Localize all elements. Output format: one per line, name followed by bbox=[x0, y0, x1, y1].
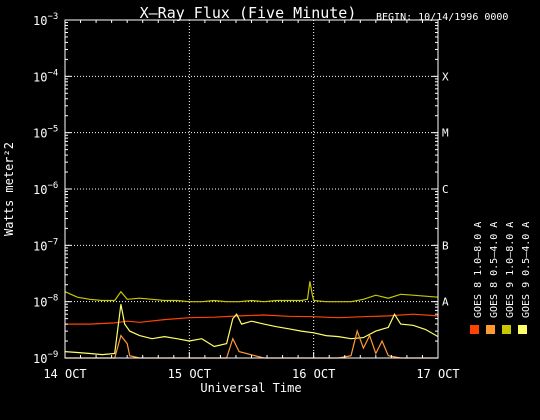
x-tick-label: 14 OCT bbox=[43, 367, 86, 381]
legend-label: GOES 8 1.0–8.0 A bbox=[473, 222, 484, 318]
y-tick-label: 10−5 bbox=[33, 125, 58, 141]
y-tick-label: 10−8 bbox=[33, 294, 58, 310]
legend-label: GOES 8 0.5–4.0 A bbox=[489, 222, 500, 318]
flare-class-label: M bbox=[442, 127, 449, 140]
y-tick-label: 10−3 bbox=[33, 12, 58, 28]
y-tick-label: 10−6 bbox=[33, 181, 58, 197]
x-tick-label: 15 OCT bbox=[168, 367, 211, 381]
legend-label: GOES 9 1.0–8.0 A bbox=[505, 222, 516, 318]
y-tick-label: 10−7 bbox=[33, 237, 58, 253]
legend-label: GOES 9 0.5–4.0 A bbox=[521, 222, 532, 318]
series-line bbox=[64, 281, 439, 303]
legend-swatch bbox=[518, 325, 527, 334]
legend-swatch bbox=[502, 325, 511, 334]
series-line bbox=[64, 304, 439, 356]
tick-layer: 10−9 10−8 10−7 10−6 10−5 10−4 10−3 14 OCT 15 OCT… bbox=[33, 12, 460, 381]
flare-class-label: C bbox=[442, 183, 449, 196]
x-axis-label: Universal Time bbox=[200, 381, 301, 395]
begin-label: BEGIN: 10/14/1996 0000 bbox=[376, 12, 508, 23]
flare-class-label: A bbox=[442, 296, 449, 309]
x-tick-label: 16 OCT bbox=[292, 367, 335, 381]
legend: GOES 8 1.0–8.0 A GOES 8 0.5–4.0 A GOES 9 1… bbox=[470, 222, 532, 334]
y-tick-label: 10−9 bbox=[33, 350, 58, 366]
flare-class-label: X bbox=[442, 70, 449, 83]
series-layer bbox=[64, 281, 439, 359]
chart-title: X–Ray Flux (Five Minute) bbox=[140, 4, 357, 22]
y-axis-label: Watts meter²2 bbox=[2, 142, 16, 236]
series-line bbox=[65, 329, 438, 359]
legend-swatch bbox=[470, 325, 479, 334]
grid bbox=[65, 20, 438, 358]
y-tick-label: 10−4 bbox=[33, 68, 58, 84]
legend-swatch bbox=[486, 325, 495, 334]
series-line bbox=[65, 313, 439, 325]
x-tick-label: 17 OCT bbox=[416, 367, 459, 381]
flare-class-label: B bbox=[442, 239, 449, 252]
